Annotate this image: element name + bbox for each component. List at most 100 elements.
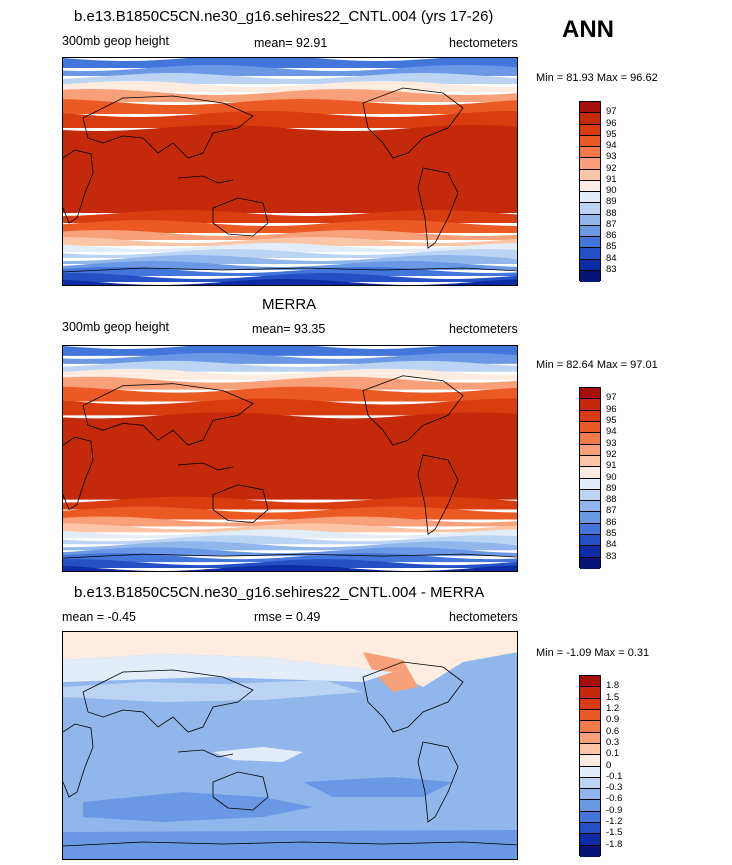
colorbar-swatch <box>580 501 600 513</box>
colorbar-tick-label: 0 <box>606 759 612 771</box>
colorbar-swatch <box>580 421 600 434</box>
colorbar-swatch <box>580 777 600 790</box>
colorbar-tick-label: 83 <box>606 263 617 275</box>
colorbar-tick-label: 94 <box>606 140 617 151</box>
colorbar-tick-label: 1.2 <box>606 702 620 714</box>
colorbar-tick-label: -0.3 <box>606 782 623 794</box>
colorbar-swatch <box>580 102 600 114</box>
colorbar-swatch <box>580 158 600 170</box>
colorbar-tick-label: 93 <box>606 151 617 163</box>
colorbar-swatch <box>580 732 600 744</box>
colorbar-swatch <box>580 743 600 756</box>
panel-3-mean-label: mean = -0.45 <box>62 610 137 624</box>
panel-1-map <box>62 57 518 286</box>
colorbar-swatch <box>580 755 600 767</box>
panel-2-colorbar <box>579 387 601 569</box>
colorbar-tick-label: 83 <box>606 550 617 562</box>
colorbar-swatch <box>580 789 600 801</box>
panel-1-title: b.e13.B1850C5CN.ne30_g16.sehires22_CNTL.… <box>74 8 494 25</box>
colorbar-swatch <box>580 124 600 136</box>
colorbar-tick-label: 85 <box>606 528 617 540</box>
panel-2-variable-label: 300mb geop height <box>62 320 170 334</box>
colorbar-swatch <box>580 811 600 824</box>
colorbar-swatch <box>580 834 600 846</box>
panel-2-mean-label: mean= 93.35 <box>252 322 326 336</box>
colorbar-swatch <box>580 259 600 271</box>
panel-3-title: b.e13.B1850C5CN.ne30_g16.sehires22_CNTL.… <box>74 584 485 601</box>
panel-1-variable-label: 300mb geop height <box>62 34 170 48</box>
colorbar-swatch <box>580 135 600 147</box>
colorbar-tick-label: 90 <box>606 185 617 196</box>
colorbar-tick-label: 92 <box>606 448 617 460</box>
colorbar-swatch <box>580 489 600 502</box>
colorbar-swatch <box>580 169 600 181</box>
colorbar-swatch <box>580 823 600 835</box>
colorbar-tick-label: 89 <box>606 482 617 494</box>
colorbar-tick-label: 88 <box>606 494 617 506</box>
panel-2-title: MERRA <box>262 296 317 313</box>
panel-3-units-label: hectometers <box>449 610 518 624</box>
colorbar-tick-label: 96 <box>606 403 617 415</box>
panel-1-colorbar <box>579 101 601 282</box>
season-label: ANN <box>562 16 614 43</box>
colorbar-tick-label: -1.2 <box>606 816 623 828</box>
colorbar-swatch <box>580 399 600 411</box>
colorbar-swatch <box>580 248 600 260</box>
colorbar-swatch <box>580 721 600 733</box>
colorbar-tick-label: 91 <box>606 460 617 472</box>
colorbar-swatch <box>580 766 600 778</box>
colorbar-swatch <box>580 512 600 524</box>
colorbar-tick-label: 89 <box>606 196 617 208</box>
panel-2-units-label: hectometers <box>449 322 518 336</box>
colorbar-tick-label: 1.5 <box>606 691 620 703</box>
colorbar-tick-label: 86 <box>606 516 617 528</box>
colorbar-swatch <box>580 433 600 445</box>
panel-2-map <box>62 345 518 572</box>
colorbar-swatch <box>580 214 600 226</box>
colorbar-tick-label: 91 <box>606 173 617 185</box>
colorbar-swatch <box>580 698 600 710</box>
colorbar-swatch <box>580 203 600 215</box>
colorbar-tick-label: 84 <box>606 252 617 264</box>
colorbar-swatch <box>580 410 600 422</box>
colorbar-tick-label: 0.1 <box>606 748 620 760</box>
colorbar-swatch <box>580 546 600 558</box>
colorbar-tick-label: 97 <box>606 106 617 118</box>
colorbar-swatch <box>580 237 600 249</box>
colorbar-tick-label: -0.6 <box>606 793 623 805</box>
colorbar-tick-label: -0.1 <box>606 770 623 782</box>
colorbar-tick-label: 87 <box>606 505 617 517</box>
colorbar-swatch <box>580 845 600 857</box>
colorbar-tick-label: -0.9 <box>606 804 623 816</box>
colorbar-swatch <box>580 388 600 400</box>
colorbar-tick-label: 93 <box>606 437 617 449</box>
colorbar-tick-label: 0.3 <box>606 736 620 748</box>
colorbar-swatch <box>580 687 600 699</box>
colorbar-tick-label: 92 <box>606 162 617 174</box>
colorbar-tick-label: -1.8 <box>606 838 623 850</box>
colorbar-tick-label: 90 <box>606 471 617 483</box>
panel-3-minmax: Min = -1.09 Max = 0.31 <box>536 647 650 659</box>
panel-3-colorbar <box>579 675 601 857</box>
colorbar-swatch <box>580 147 600 159</box>
colorbar-tick-label: 94 <box>606 426 617 438</box>
colorbar-swatch <box>580 270 600 282</box>
colorbar-swatch <box>580 676 600 688</box>
colorbar-tick-label: 95 <box>606 128 617 140</box>
colorbar-tick-label: 87 <box>606 218 617 230</box>
colorbar-tick-label: 84 <box>606 539 617 551</box>
colorbar-tick-label: 88 <box>606 207 617 219</box>
colorbar-swatch <box>580 455 600 468</box>
panel-1-mean-label: mean= 92.91 <box>254 36 328 50</box>
colorbar-swatch <box>580 800 600 812</box>
colorbar-swatch <box>580 535 600 547</box>
colorbar-swatch <box>580 557 600 569</box>
colorbar-swatch <box>580 180 600 192</box>
colorbar-swatch <box>580 478 600 490</box>
colorbar-swatch <box>580 709 600 722</box>
colorbar-tick-label: 1.8 <box>606 680 620 692</box>
panel-3-map <box>62 631 518 860</box>
colorbar-tick-label: 97 <box>606 392 617 404</box>
colorbar-tick-label: 0.6 <box>606 725 620 737</box>
colorbar-swatch <box>580 192 600 204</box>
